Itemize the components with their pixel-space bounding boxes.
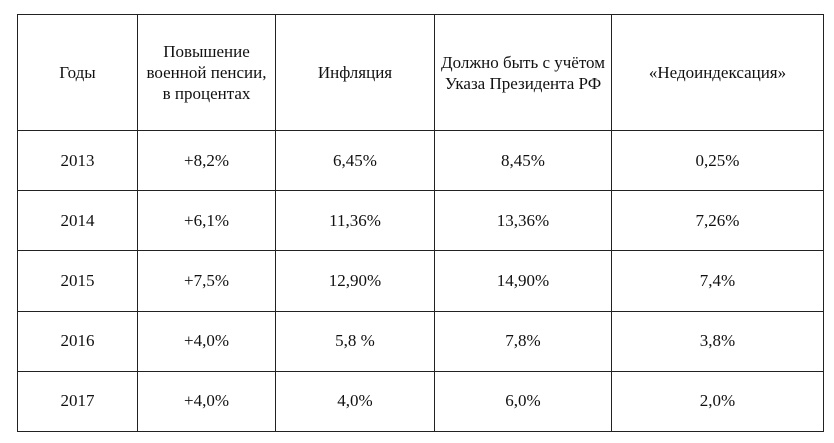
table-row: 2014 +6,1% 11,36% 13,36% 7,26% <box>17 190 824 252</box>
cell-year: 2014 <box>17 190 138 252</box>
header-pension-increase: Повышение военной пенсии, в процентах <box>137 14 276 131</box>
header-years: Годы <box>17 14 138 131</box>
cell-underindexation: 3,8% <box>611 310 824 372</box>
cell-inflation: 6,45% <box>275 129 435 192</box>
cell-underindexation: 0,25% <box>611 129 824 192</box>
cell-underindexation: 7,4% <box>611 250 824 312</box>
cell-should-be: 6,0% <box>434 370 612 433</box>
header-underindexation: «Недоиндексация» <box>611 14 824 131</box>
header-should-be: Должно быть с учётом Указа Президента РФ <box>434 14 612 131</box>
header-row: Годы Повышение военной пенсии, в процент… <box>17 14 824 131</box>
cell-pension-increase: +7,5% <box>137 250 276 312</box>
cell-underindexation: 7,26% <box>611 190 824 252</box>
cell-should-be: 13,36% <box>434 190 612 252</box>
cell-year: 2016 <box>17 310 138 372</box>
cell-should-be: 7,8% <box>434 310 612 372</box>
table-row: 2016 +4,0% 5,8 % 7,8% 3,8% <box>17 310 824 372</box>
table-row: 2017 +4,0% 4,0% 6,0% 2,0% <box>17 370 824 433</box>
cell-inflation: 4,0% <box>275 370 435 433</box>
cell-pension-increase: +4,0% <box>137 310 276 372</box>
cell-underindexation: 2,0% <box>611 370 824 433</box>
cell-year: 2013 <box>17 129 138 192</box>
table-row: 2015 +7,5% 12,90% 14,90% 7,4% <box>17 250 824 312</box>
table-body: 2013 +8,2% 6,45% 8,45% 0,25% 2014 +6,1% … <box>17 129 824 433</box>
cell-pension-increase: +8,2% <box>137 129 276 192</box>
cell-inflation: 11,36% <box>275 190 435 252</box>
cell-inflation: 5,8 % <box>275 310 435 372</box>
cell-inflation: 12,90% <box>275 250 435 312</box>
cell-year: 2015 <box>17 250 138 312</box>
cell-pension-increase: +4,0% <box>137 370 276 433</box>
cell-year: 2017 <box>17 370 138 433</box>
header-inflation: Инфляция <box>275 14 435 131</box>
table-header: Годы Повышение военной пенсии, в процент… <box>17 14 824 131</box>
cell-pension-increase: +6,1% <box>137 190 276 252</box>
table-row: 2013 +8,2% 6,45% 8,45% 0,25% <box>17 129 824 192</box>
cell-should-be: 8,45% <box>434 129 612 192</box>
data-table: Годы Повышение военной пенсии, в процент… <box>17 14 824 433</box>
cell-should-be: 14,90% <box>434 250 612 312</box>
